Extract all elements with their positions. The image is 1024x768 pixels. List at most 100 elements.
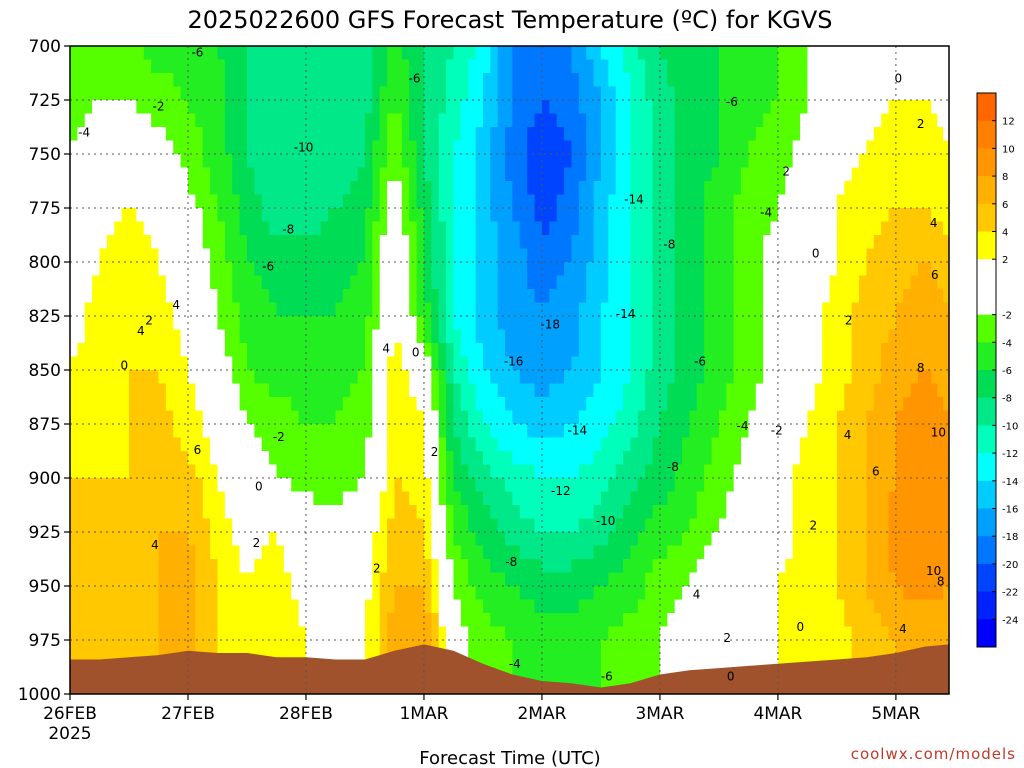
temperature-cell bbox=[593, 478, 602, 493]
temperature-cell bbox=[564, 545, 573, 560]
temperature-cell bbox=[372, 518, 381, 533]
temperature-cell bbox=[475, 59, 484, 74]
temperature-cell bbox=[195, 626, 204, 641]
temperature-cell bbox=[210, 559, 219, 574]
temperature-cell bbox=[482, 451, 491, 466]
temperature-cell bbox=[158, 464, 167, 479]
temperature-cell bbox=[136, 127, 145, 142]
temperature-cell bbox=[187, 397, 196, 412]
temperature-cell bbox=[342, 86, 351, 101]
temperature-cell bbox=[829, 451, 838, 466]
temperature-cell bbox=[305, 329, 314, 344]
temperature-cell bbox=[881, 181, 890, 196]
temperature-cell bbox=[350, 59, 359, 74]
temperature-cell bbox=[224, 59, 233, 74]
temperature-cell bbox=[460, 73, 469, 88]
temperature-cell bbox=[305, 154, 314, 169]
temperature-cell bbox=[77, 235, 86, 250]
temperature-cell bbox=[674, 113, 683, 128]
temperature-cell bbox=[682, 262, 691, 277]
temperature-cell bbox=[283, 73, 292, 88]
temperature-cell bbox=[460, 262, 469, 277]
temperature-cell bbox=[704, 424, 713, 439]
temperature-cell bbox=[549, 383, 558, 398]
temperature-cell bbox=[807, 208, 816, 223]
temperature-cell bbox=[232, 113, 241, 128]
temperature-cell bbox=[350, 329, 359, 344]
temperature-cell bbox=[859, 559, 868, 574]
temperature-cell bbox=[423, 370, 432, 385]
temperature-cell bbox=[291, 181, 300, 196]
temperature-cell bbox=[586, 329, 595, 344]
temperature-cell bbox=[151, 518, 160, 533]
temperature-cell bbox=[733, 559, 742, 574]
temperature-cell bbox=[254, 194, 263, 209]
temperature-cell bbox=[578, 316, 587, 331]
temperature-cell bbox=[446, 545, 455, 560]
temperature-cell bbox=[556, 59, 565, 74]
temperature-cell bbox=[755, 356, 764, 371]
temperature-cell bbox=[416, 181, 425, 196]
temperature-cell bbox=[888, 424, 897, 439]
temperature-cell bbox=[822, 194, 831, 209]
temperature-cell bbox=[298, 127, 307, 142]
temperature-cell bbox=[187, 532, 196, 547]
temperature-cell bbox=[254, 397, 263, 412]
temperature-cell bbox=[121, 127, 130, 142]
temperature-cell bbox=[829, 140, 838, 155]
temperature-cell bbox=[77, 518, 86, 533]
temperature-cell bbox=[726, 356, 735, 371]
temperature-cell bbox=[187, 100, 196, 115]
temperature-cell bbox=[586, 289, 595, 304]
temperature-cell bbox=[453, 262, 462, 277]
temperature-cell bbox=[881, 275, 890, 290]
temperature-cell bbox=[943, 491, 949, 506]
temperature-cell bbox=[453, 505, 462, 520]
temperature-cell bbox=[468, 46, 477, 61]
temperature-cell bbox=[527, 356, 536, 371]
temperature-cell bbox=[453, 464, 462, 479]
temperature-cell bbox=[298, 113, 307, 128]
temperature-cell bbox=[623, 343, 632, 358]
temperature-cell bbox=[534, 532, 543, 547]
temperature-cell bbox=[387, 478, 396, 493]
temperature-cell bbox=[291, 127, 300, 142]
temperature-cell bbox=[615, 113, 624, 128]
temperature-cell bbox=[313, 275, 322, 290]
temperature-cell bbox=[92, 316, 101, 331]
temperature-cell bbox=[564, 437, 573, 452]
temperature-cell bbox=[328, 289, 337, 304]
temperature-cell bbox=[822, 262, 831, 277]
temperature-cell bbox=[453, 86, 462, 101]
temperature-cell bbox=[401, 100, 410, 115]
temperature-cell bbox=[305, 46, 314, 61]
temperature-cell bbox=[217, 127, 226, 142]
temperature-cell bbox=[261, 235, 270, 250]
temperature-cell bbox=[593, 248, 602, 263]
temperature-cell bbox=[541, 532, 550, 547]
temperature-cell bbox=[364, 113, 373, 128]
temperature-cell bbox=[851, 316, 860, 331]
temperature-cell bbox=[836, 275, 845, 290]
temperature-cell bbox=[84, 181, 93, 196]
temperature-cell bbox=[409, 545, 418, 560]
temperature-cell bbox=[438, 545, 447, 560]
temperature-cell bbox=[372, 464, 381, 479]
temperature-cell bbox=[541, 559, 550, 574]
temperature-cell bbox=[637, 181, 646, 196]
temperature-cell bbox=[814, 194, 823, 209]
temperature-cell bbox=[246, 586, 255, 601]
temperature-cell bbox=[859, 221, 868, 236]
temperature-cell bbox=[224, 397, 233, 412]
temperature-cell bbox=[851, 86, 860, 101]
temperature-cell bbox=[937, 464, 944, 479]
temperature-cell bbox=[918, 302, 927, 317]
temperature-cell bbox=[859, 505, 868, 520]
temperature-cell bbox=[298, 316, 307, 331]
temperature-cell bbox=[873, 410, 882, 425]
temperature-cell bbox=[99, 572, 108, 587]
temperature-cell bbox=[931, 194, 938, 209]
temperature-cell bbox=[593, 167, 602, 182]
temperature-cell bbox=[136, 437, 145, 452]
temperature-cell bbox=[807, 478, 816, 493]
